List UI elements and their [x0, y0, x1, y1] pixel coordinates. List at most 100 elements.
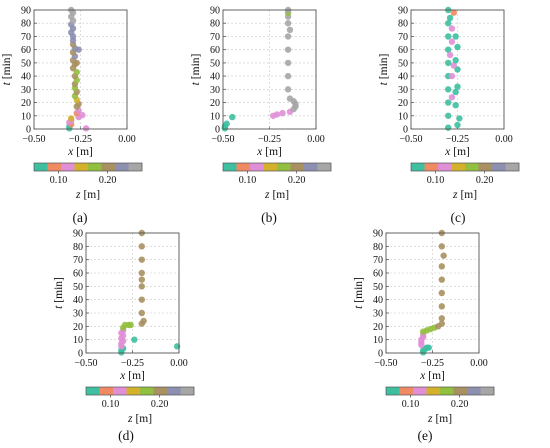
- y-tick-label: 60: [210, 45, 220, 56]
- colorbar-frame: [33, 162, 143, 172]
- y-tick-label: 90: [398, 6, 408, 17]
- data-point: [438, 320, 445, 327]
- data-point: [448, 72, 456, 80]
- x-axis-label-var: x: [419, 370, 426, 382]
- y-axis-label: t[min]: [378, 54, 390, 86]
- data-point: [450, 9, 457, 16]
- data-point: [138, 309, 145, 317]
- x-axis-label: x [m]: [256, 146, 282, 158]
- y-tick-label: 80: [210, 19, 220, 30]
- y-tick-label: 70: [373, 255, 383, 266]
- data-point: [440, 252, 447, 259]
- x-tick-label: −0.25: [421, 358, 444, 369]
- colorbar-segment: [99, 387, 114, 395]
- x-tick-label: −0.50: [399, 134, 422, 145]
- y-tick-label: 30: [373, 309, 383, 320]
- x-axis-label-unit: [m]: [76, 146, 93, 158]
- colorbar-segment: [126, 387, 141, 395]
- plot-frame: [410, 9, 505, 130]
- data-point: [286, 26, 294, 34]
- colorbar-segment: [180, 387, 195, 395]
- x-axis-label: x [m]: [67, 146, 93, 158]
- colorbar-segment: [426, 387, 441, 395]
- colorbar-label-var: z: [127, 413, 133, 425]
- data-point: [284, 72, 292, 80]
- x-tick-label: 0.00: [470, 358, 488, 369]
- y-tick-label: 20: [210, 98, 220, 109]
- colorbar-segment: [101, 163, 116, 171]
- y-tick-label: 40: [21, 72, 31, 83]
- y-axis-label-var: t: [378, 81, 390, 85]
- data-point: [284, 46, 292, 53]
- data-point: [286, 95, 294, 102]
- y-tick-label: 90: [210, 6, 220, 17]
- colorbar-tick-label: 0.10: [239, 175, 257, 186]
- colorbar-segment: [153, 387, 168, 395]
- y-tick-label: 80: [73, 242, 83, 253]
- colorbar-segment: [167, 387, 181, 395]
- y-tick-label: 30: [21, 85, 31, 96]
- data-point: [450, 62, 457, 69]
- y-tick-label: 40: [73, 295, 83, 306]
- colorbar-label-unit: [m]: [135, 413, 152, 425]
- data-point: [284, 59, 292, 67]
- data-point: [425, 344, 432, 351]
- data-point: [284, 86, 292, 93]
- colorbar-label-var: z: [264, 189, 270, 201]
- y-tick-label: 90: [73, 229, 83, 240]
- y-tick-label: 40: [398, 72, 408, 83]
- x-axis-label: x [m]: [444, 146, 470, 158]
- data-point: [273, 111, 281, 118]
- colorbar-segment: [386, 387, 400, 395]
- y-tick-label: 10: [398, 111, 408, 122]
- data-point: [448, 25, 456, 32]
- y-axis-label: t[min]: [53, 277, 65, 309]
- data-point: [452, 102, 459, 109]
- colorbar-segment: [250, 163, 264, 171]
- data-point: [82, 125, 90, 132]
- x-axis-label: x [m]: [119, 370, 145, 382]
- y-axis-label-var: t: [53, 305, 65, 309]
- colorbar-label-var: z: [427, 413, 433, 425]
- y-tick-label: 60: [373, 269, 383, 280]
- y-axis-label-var: t: [1, 81, 13, 85]
- colorbar-segment: [505, 163, 520, 171]
- y-tick-label: 10: [373, 335, 383, 346]
- colorbar-segment: [451, 163, 466, 171]
- y-tick-label: 60: [73, 269, 83, 280]
- data-point: [448, 38, 456, 45]
- data-point: [138, 256, 145, 263]
- panel-label: (b): [261, 210, 277, 225]
- colorbar-segment: [236, 163, 251, 171]
- x-tick-label: 0.00: [118, 134, 136, 145]
- y-tick-label: 10: [210, 111, 220, 122]
- plot-frame: [385, 232, 480, 354]
- data-point: [284, 20, 292, 27]
- colorbar-segment: [61, 163, 75, 171]
- y-tick-label: 0: [378, 349, 383, 360]
- colorbar-label: z [m]: [427, 413, 452, 425]
- colorbar-label-var: z: [75, 189, 81, 201]
- y-tick-label: 10: [21, 111, 31, 122]
- data-point: [445, 124, 452, 131]
- y-axis-label-unit: [min]: [190, 54, 202, 80]
- y-tick-label: 50: [373, 282, 383, 293]
- x-axis-label-var: x: [119, 370, 126, 382]
- x-axis-label-unit: [m]: [428, 370, 445, 382]
- data-point: [438, 315, 445, 322]
- x-tick-label: 0.00: [495, 134, 513, 145]
- colorbar-tick-label: 0.20: [476, 175, 494, 186]
- data-point: [445, 20, 452, 27]
- x-tick-label: 0.00: [307, 134, 325, 145]
- y-tick-label: 60: [398, 45, 408, 56]
- y-axis-label-unit: [min]: [378, 54, 390, 80]
- colorbar-segment: [115, 163, 129, 171]
- data-point: [452, 33, 459, 40]
- y-tick-label: 30: [210, 85, 220, 96]
- y-tick-label: 80: [373, 242, 383, 253]
- x-tick-label: −0.50: [74, 358, 97, 369]
- colorbar-segment: [88, 163, 102, 171]
- colorbar-segment: [128, 163, 143, 171]
- plot-frame: [33, 9, 128, 130]
